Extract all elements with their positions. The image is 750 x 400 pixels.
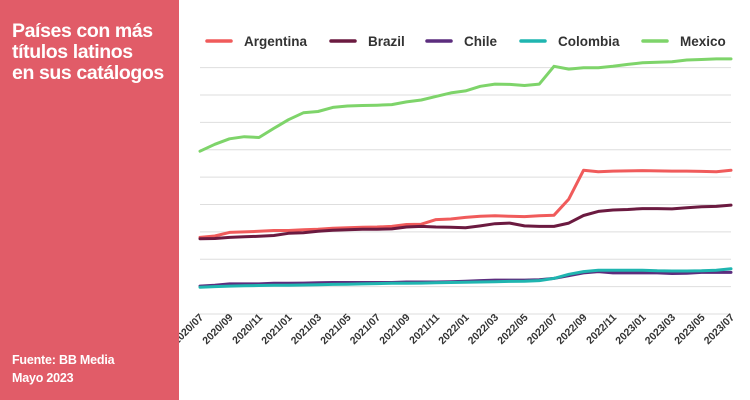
- x-tick-label: 2023/03: [643, 312, 678, 347]
- x-tick-label: 2022/07: [525, 312, 560, 347]
- x-tick-label: 2020/11: [230, 312, 265, 347]
- x-tick-label: 2021/09: [377, 312, 412, 347]
- date-line: Mayo 2023: [12, 371, 74, 385]
- legend-label: Brazil: [368, 34, 405, 49]
- x-tick-label: 2022/01: [436, 312, 471, 347]
- legend-label: Argentina: [244, 34, 307, 49]
- x-tick-label: 2021/11: [407, 312, 442, 347]
- x-tick-label: 2023/01: [613, 312, 648, 347]
- legend-label: Chile: [464, 34, 497, 49]
- x-tick-label: 2021/03: [289, 312, 324, 347]
- legend-label: Mexico: [680, 34, 726, 49]
- line-chart: Argentina Brazil Chile Colombia Mexico 2020/…: [179, 34, 737, 347]
- series-line-brazil: [198, 203, 733, 241]
- legend-label: Colombia: [558, 34, 620, 49]
- x-axis-tick-labels: 2020/072020/092020/112021/012021/032021/…: [179, 312, 737, 347]
- chart-title: Países con más títulos latinos en sus ca…: [12, 21, 174, 84]
- grid: [200, 67, 731, 315]
- chart-title-line: en sus catálogos: [12, 62, 164, 84]
- x-tick-label: 2022/11: [584, 312, 619, 347]
- series-lines: [198, 57, 733, 289]
- series-line-argentina: [198, 168, 733, 239]
- x-tick-label: 2021/01: [259, 312, 294, 347]
- x-tick-label: 2023/05: [672, 312, 707, 347]
- x-tick-label: 2020/09: [200, 312, 235, 347]
- source-line: Fuente: BB Media: [12, 353, 115, 367]
- legend: Argentina Brazil Chile Colombia Mexico: [205, 34, 726, 49]
- source-note: Fuente: BB Media Mayo 2023: [12, 351, 115, 387]
- x-tick-label: 2021/07: [348, 312, 383, 347]
- x-tick-label: 2023/07: [702, 312, 737, 347]
- series-line-mexico: [198, 57, 733, 153]
- chart-area: Argentina Brazil Chile Colombia Mexico 2020/…: [179, 0, 750, 400]
- x-tick-label: 2022/05: [495, 312, 530, 347]
- chart-title-line: títulos latinos: [12, 41, 133, 63]
- x-tick-label: 2022/09: [554, 312, 589, 347]
- series-line-colombia: [198, 267, 733, 289]
- chart-title-line: Países con más: [12, 20, 153, 42]
- side-panel: Países con más títulos latinos en sus ca…: [0, 0, 179, 400]
- x-tick-label: 2021/05: [318, 312, 353, 347]
- x-tick-label: 2022/03: [466, 312, 501, 347]
